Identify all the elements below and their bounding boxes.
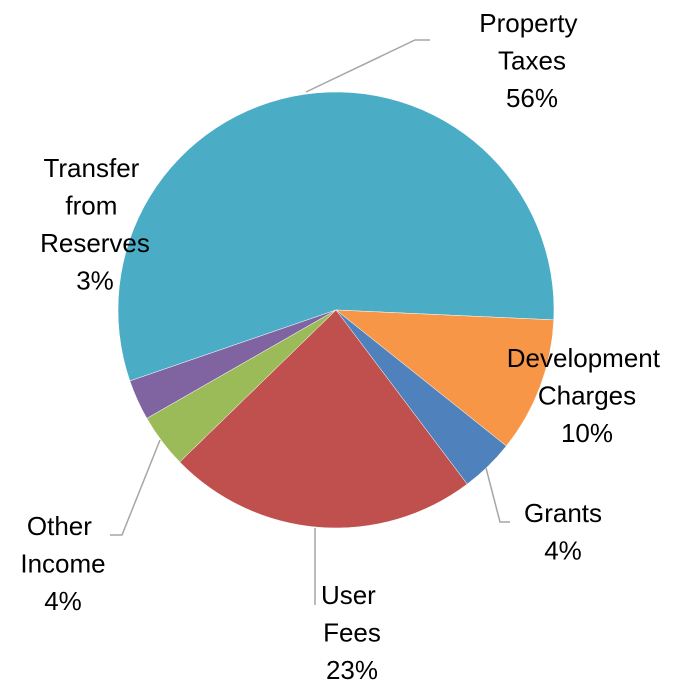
- category-label: User Fees: [321, 580, 383, 648]
- value-label: 3%: [76, 265, 114, 295]
- value-label: 4%: [44, 586, 82, 616]
- value-label: 56%: [506, 83, 558, 113]
- pie-slice: [335, 309, 555, 447]
- pie-slice: [179, 309, 468, 529]
- leader-line: [485, 467, 510, 523]
- category-label: Grants: [524, 498, 602, 528]
- leader-line: [110, 439, 161, 536]
- category-label: Transfer from Reserves: [40, 153, 150, 258]
- category-label: Other Income: [20, 511, 105, 579]
- value-label: 10%: [561, 418, 613, 448]
- pie-slice: [129, 309, 337, 419]
- pie-slice: [117, 91, 555, 382]
- category-label: Development Charges: [507, 343, 667, 411]
- value-label: 4%: [544, 535, 582, 565]
- leader-line: [305, 39, 430, 93]
- category-label: Property Taxes: [479, 8, 585, 76]
- value-label: 23%: [326, 655, 378, 683]
